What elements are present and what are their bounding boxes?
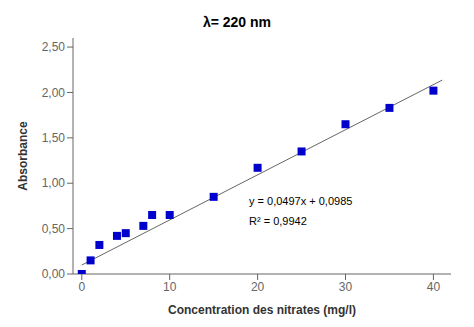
- svg-text:10: 10: [163, 280, 177, 294]
- svg-text:2,00: 2,00: [42, 86, 66, 100]
- svg-text:Absorbance: Absorbance: [16, 121, 30, 191]
- svg-text:2,50: 2,50: [42, 40, 66, 54]
- svg-text:0,50: 0,50: [42, 222, 66, 236]
- svg-text:1,00: 1,00: [42, 176, 66, 190]
- svg-text:30: 30: [339, 280, 353, 294]
- html-text:R² = 0,9942: R² = 0,9942: [249, 214, 307, 227]
- svg-text:0,00: 0,00: [42, 267, 66, 281]
- html-text:y = 0,0497x + 0,0985: y = 0,0497x + 0,0985: [249, 195, 353, 207]
- svg-text:20: 20: [251, 280, 265, 294]
- svg-text:Concentration des nitrates (mg: Concentration des nitrates (mg/l): [168, 303, 356, 317]
- svg-text:0: 0: [78, 280, 85, 294]
- svg-text:1,50: 1,50: [42, 131, 66, 145]
- svg-text:40: 40: [427, 280, 441, 294]
- html-text:λ= 220 nm: λ= 220 nm: [202, 14, 271, 30]
